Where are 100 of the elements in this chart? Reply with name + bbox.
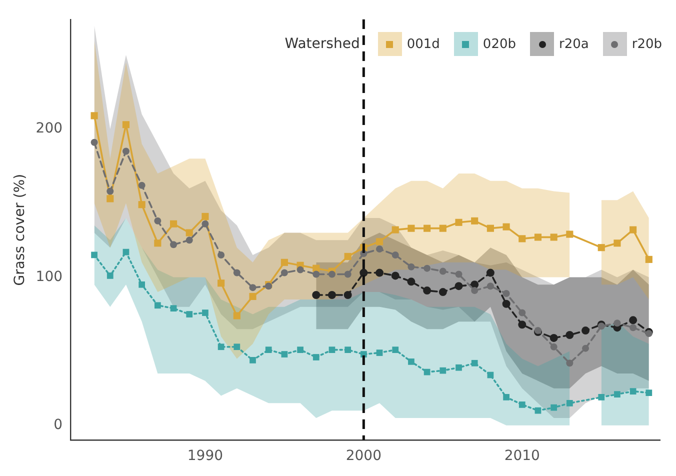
legend-title: Watershed bbox=[284, 36, 360, 52]
point bbox=[281, 351, 288, 358]
point bbox=[376, 350, 383, 356]
x-tick-label: 1990 bbox=[187, 448, 224, 464]
point bbox=[233, 312, 240, 320]
point bbox=[486, 282, 494, 290]
point bbox=[280, 258, 288, 266]
y-tick-label: 100 bbox=[36, 268, 63, 285]
point bbox=[360, 268, 368, 277]
point bbox=[598, 244, 605, 252]
point bbox=[218, 280, 225, 287]
point bbox=[391, 272, 400, 280]
point bbox=[186, 236, 193, 244]
point bbox=[518, 401, 526, 408]
point bbox=[630, 226, 637, 234]
point bbox=[280, 269, 288, 276]
point bbox=[312, 264, 320, 272]
point bbox=[328, 270, 336, 278]
point bbox=[407, 278, 416, 286]
point bbox=[471, 360, 478, 366]
point bbox=[550, 334, 558, 342]
point bbox=[170, 220, 178, 228]
point bbox=[582, 344, 590, 352]
point bbox=[344, 270, 352, 278]
point bbox=[312, 270, 320, 278]
point bbox=[566, 230, 574, 238]
point bbox=[249, 284, 256, 292]
point bbox=[454, 282, 463, 290]
point bbox=[249, 292, 256, 300]
point bbox=[154, 302, 161, 309]
point bbox=[344, 252, 352, 260]
point bbox=[90, 112, 98, 120]
point bbox=[439, 268, 446, 275]
point bbox=[423, 286, 432, 295]
legend-label: 001d bbox=[406, 36, 440, 52]
point bbox=[566, 400, 573, 406]
point bbox=[106, 188, 114, 195]
point bbox=[486, 268, 494, 277]
point bbox=[645, 256, 652, 263]
point bbox=[614, 391, 620, 398]
point bbox=[154, 240, 162, 247]
point bbox=[138, 201, 146, 208]
point bbox=[455, 218, 462, 226]
point bbox=[170, 305, 177, 312]
point bbox=[90, 138, 98, 146]
point bbox=[550, 404, 558, 411]
point bbox=[440, 367, 446, 374]
x-tick-label: 2000 bbox=[346, 448, 382, 464]
point bbox=[630, 388, 636, 394]
point bbox=[202, 220, 209, 228]
point bbox=[550, 234, 558, 241]
point bbox=[502, 300, 510, 308]
y-tick-label: 0 bbox=[54, 417, 63, 434]
point bbox=[138, 182, 146, 189]
point bbox=[408, 358, 414, 365]
point bbox=[202, 310, 208, 316]
point bbox=[503, 394, 510, 400]
point bbox=[550, 343, 558, 350]
point bbox=[566, 360, 574, 367]
point bbox=[502, 223, 510, 230]
point bbox=[106, 272, 114, 279]
point bbox=[518, 320, 526, 329]
point bbox=[614, 320, 621, 327]
point bbox=[630, 324, 637, 332]
point bbox=[218, 344, 224, 350]
legend-label: 020b bbox=[482, 36, 516, 52]
point bbox=[582, 326, 590, 335]
point bbox=[202, 212, 209, 220]
point bbox=[424, 264, 431, 272]
point bbox=[456, 364, 462, 371]
legend-label: r20a bbox=[559, 36, 589, 52]
point bbox=[312, 354, 320, 360]
point bbox=[502, 290, 510, 298]
point bbox=[328, 346, 336, 353]
point bbox=[328, 290, 336, 299]
point bbox=[392, 346, 399, 353]
point bbox=[122, 148, 130, 155]
point bbox=[646, 390, 652, 396]
point bbox=[234, 344, 240, 350]
point bbox=[471, 287, 478, 294]
point bbox=[534, 234, 542, 241]
point bbox=[376, 268, 384, 277]
point bbox=[344, 346, 352, 353]
point bbox=[376, 246, 384, 253]
point bbox=[455, 270, 462, 278]
point bbox=[629, 316, 638, 324]
point bbox=[233, 269, 240, 276]
y-axis-title: Grass cover (%) bbox=[12, 174, 28, 286]
point bbox=[566, 331, 574, 339]
point bbox=[486, 224, 494, 232]
point bbox=[106, 195, 114, 202]
point bbox=[154, 217, 162, 224]
point bbox=[408, 224, 415, 232]
point bbox=[312, 290, 320, 299]
legend-label: r20b bbox=[632, 36, 662, 52]
point bbox=[424, 224, 431, 232]
point bbox=[218, 251, 225, 258]
point bbox=[138, 281, 146, 288]
point bbox=[265, 346, 272, 353]
point bbox=[471, 217, 478, 224]
